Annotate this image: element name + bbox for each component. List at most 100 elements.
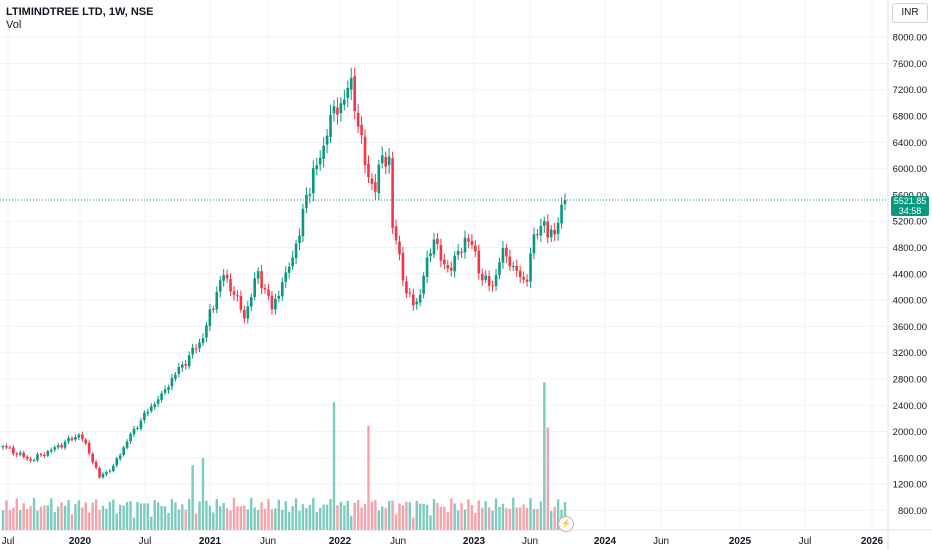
volume-bar bbox=[239, 506, 243, 530]
volume-bar bbox=[74, 504, 77, 530]
volume-bar bbox=[39, 506, 43, 530]
volume-bar bbox=[353, 502, 356, 530]
volume-bar bbox=[436, 502, 439, 530]
volume-bar bbox=[53, 512, 56, 530]
candle-body bbox=[505, 247, 508, 257]
candle-body bbox=[518, 270, 522, 278]
volume-bar bbox=[94, 499, 98, 530]
candle-body bbox=[215, 292, 219, 310]
candle-body bbox=[46, 451, 50, 456]
volume-bar bbox=[343, 505, 346, 530]
volume-bar bbox=[256, 510, 260, 530]
candle-body bbox=[105, 472, 108, 475]
candle-body bbox=[470, 240, 474, 245]
volume-bar bbox=[405, 501, 408, 530]
candle-body bbox=[25, 456, 29, 459]
candle-body bbox=[167, 387, 170, 391]
volume-bar bbox=[215, 499, 218, 530]
candle-body bbox=[553, 229, 556, 235]
candle-body bbox=[253, 278, 256, 297]
volume-bar bbox=[63, 505, 67, 530]
volume-bar bbox=[408, 502, 412, 530]
price-tick-label: 4000.00 bbox=[893, 296, 927, 307]
volume-bar bbox=[546, 427, 549, 530]
candle-body bbox=[205, 325, 208, 338]
volume-bar bbox=[139, 503, 143, 530]
volume-bar bbox=[119, 504, 122, 530]
volume-bar bbox=[553, 506, 556, 530]
volume-bar bbox=[391, 500, 394, 530]
volume-bar bbox=[87, 512, 91, 530]
lightning-icon[interactable]: ⚡ bbox=[558, 516, 574, 532]
candle-body bbox=[467, 238, 470, 242]
volume-bar bbox=[415, 500, 418, 530]
volume-bar bbox=[425, 504, 429, 530]
candle-body bbox=[39, 454, 43, 456]
candle-body bbox=[422, 275, 425, 294]
volume-bar bbox=[294, 498, 298, 530]
candle-body bbox=[370, 178, 374, 184]
candle-body bbox=[411, 294, 415, 306]
candle-body bbox=[8, 447, 12, 449]
volume-bar bbox=[401, 505, 405, 530]
volume-bar bbox=[43, 505, 46, 530]
candle-body bbox=[549, 229, 553, 238]
candle-body bbox=[325, 135, 329, 145]
volume-bar bbox=[367, 425, 370, 530]
time-tick-label: Jul bbox=[799, 536, 812, 547]
candle-body bbox=[563, 200, 567, 205]
candle-body bbox=[53, 447, 57, 450]
candle-body bbox=[301, 208, 305, 237]
volume-bar bbox=[25, 509, 29, 530]
candle-body bbox=[398, 241, 401, 255]
candle-body bbox=[136, 427, 139, 429]
volume-bar bbox=[360, 507, 363, 530]
bar-countdown: 34:58 bbox=[898, 206, 922, 217]
candle-body bbox=[32, 460, 36, 462]
candle-body bbox=[446, 265, 450, 269]
candle-body bbox=[67, 437, 70, 442]
candle-body bbox=[143, 412, 146, 421]
volume-bar bbox=[122, 505, 125, 530]
candle-body bbox=[298, 235, 301, 244]
candle-body bbox=[139, 420, 143, 429]
candle-body bbox=[112, 465, 115, 472]
candle-body bbox=[246, 306, 250, 319]
price-tick-label: 3600.00 bbox=[893, 322, 927, 333]
candle-body bbox=[180, 364, 184, 368]
volume-bar bbox=[108, 501, 112, 530]
candle-body bbox=[329, 114, 332, 137]
candlestick-series bbox=[1, 67, 567, 479]
volume-bar bbox=[539, 501, 543, 530]
last-price-badge: 5521.85 34:58 bbox=[891, 196, 929, 217]
volume-bar bbox=[470, 505, 474, 530]
candle-body bbox=[384, 157, 388, 167]
candle-body bbox=[546, 221, 550, 238]
price-tick-label: 6800.00 bbox=[893, 112, 927, 123]
candle-body bbox=[236, 295, 239, 297]
volume-bar bbox=[263, 508, 267, 530]
volume-bar bbox=[312, 498, 315, 530]
candle-body bbox=[49, 449, 53, 452]
price-tick-label: 4400.00 bbox=[893, 269, 927, 280]
price-tick-label: 7200.00 bbox=[893, 85, 927, 96]
volume-bar bbox=[143, 503, 146, 530]
volume-bar bbox=[363, 503, 367, 530]
volume-bar bbox=[46, 505, 50, 530]
candle-body bbox=[456, 250, 460, 255]
candle-body bbox=[280, 282, 284, 297]
currency-button[interactable]: INR bbox=[892, 3, 928, 23]
candle-body bbox=[305, 194, 308, 209]
time-tick-label: 2023 bbox=[463, 536, 486, 547]
volume-bar bbox=[146, 503, 150, 530]
candle-body bbox=[367, 163, 370, 178]
volume-bar bbox=[136, 502, 139, 530]
candle-body bbox=[208, 309, 212, 326]
candle-body bbox=[160, 393, 163, 400]
price-tick-label: 800.00 bbox=[898, 506, 927, 517]
candle-body bbox=[336, 107, 339, 115]
volume-bar bbox=[174, 502, 177, 530]
candle-body bbox=[191, 347, 194, 355]
volume-bar bbox=[505, 508, 508, 530]
